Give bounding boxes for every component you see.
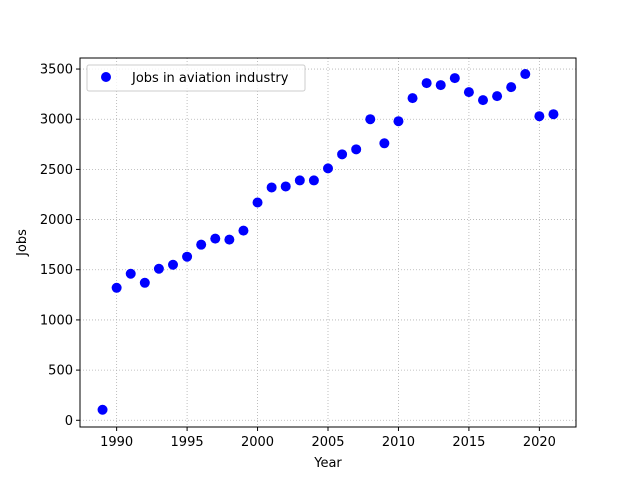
- x-tick-label: 2000: [241, 435, 274, 450]
- data-point: [266, 182, 277, 193]
- y-tick-label: 1500: [40, 263, 73, 278]
- data-point: [182, 251, 193, 262]
- data-point: [97, 404, 108, 415]
- data-points: [97, 69, 559, 415]
- legend-marker: [101, 72, 111, 82]
- data-point: [210, 233, 221, 244]
- data-point: [506, 82, 517, 93]
- data-point: [224, 234, 235, 245]
- data-point: [393, 116, 404, 127]
- y-tick-label: 3500: [40, 63, 73, 78]
- data-point: [351, 144, 362, 155]
- data-point: [294, 175, 305, 186]
- y-tick-label: 1000: [40, 313, 73, 328]
- data-point: [280, 181, 291, 192]
- data-point: [379, 138, 390, 149]
- data-point: [421, 78, 432, 89]
- x-tick-label: 1995: [171, 435, 204, 450]
- data-point: [168, 259, 178, 270]
- y-tick-label: 500: [48, 364, 73, 379]
- data-point: [252, 197, 263, 208]
- data-point: [196, 239, 207, 250]
- data-point: [365, 114, 376, 125]
- data-point: [435, 80, 446, 91]
- data-point: [238, 225, 249, 236]
- x-axis-label: Year: [313, 456, 342, 471]
- data-point: [337, 149, 348, 160]
- data-point: [478, 95, 488, 106]
- data-point: [534, 111, 545, 122]
- x-tick-label: 2005: [311, 435, 344, 450]
- data-point: [520, 69, 531, 80]
- legend-label: Jobs in aviation industry: [131, 71, 289, 86]
- x-tick-label: 1990: [100, 435, 133, 450]
- legend: Jobs in aviation industry: [86, 64, 306, 92]
- data-point: [111, 282, 122, 293]
- y-tick-label: 2500: [40, 163, 73, 178]
- data-point: [548, 109, 559, 120]
- data-point: [308, 175, 319, 186]
- axis-ticks: 1990 1995 2000 2005 2010 2015 2020 0 500 1000 1500…: [40, 63, 556, 450]
- data-point: [125, 268, 136, 279]
- y-tick-label: 0: [65, 414, 73, 429]
- data-point: [407, 93, 418, 104]
- data-point: [492, 91, 503, 102]
- x-tick-label: 2015: [452, 435, 485, 450]
- y-axis-label: Jobs: [15, 229, 30, 257]
- data-point: [153, 263, 164, 274]
- x-tick-label: 2010: [382, 435, 415, 450]
- y-tick-label: 3000: [40, 113, 73, 128]
- y-tick-label: 2000: [40, 213, 73, 228]
- data-point: [463, 87, 474, 98]
- data-point: [323, 163, 333, 174]
- data-point: [139, 277, 150, 288]
- x-tick-label: 2020: [523, 435, 556, 450]
- legend-box: [86, 64, 306, 92]
- data-point: [449, 73, 460, 84]
